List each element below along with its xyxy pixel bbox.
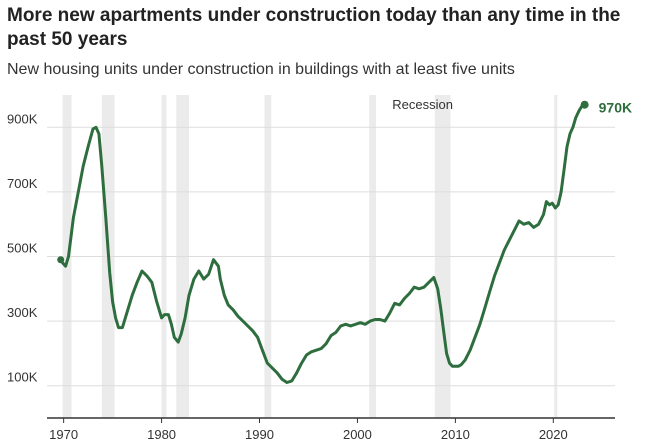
x-axis-ticks: 1970 1980 1990 2000 2010 2020 [49,418,568,442]
y-tick-label-300K: 300K [7,305,38,320]
x-tick-label-2020: 2020 [539,427,568,442]
y-tick-label-500K: 500K [7,241,38,256]
start-point-marker [57,256,65,264]
y-tick-label-700K: 700K [7,176,38,191]
chart-title: More new apartments under construction t… [7,5,621,50]
y-axis-ticks: 100K 300K 500K 700K 900K [7,111,38,384]
series-line [59,103,587,384]
chart-subtitle: New housing units under construction in … [7,61,515,78]
gridlines [47,126,615,387]
recession-label: Recession [392,97,453,112]
x-tick-label-2010: 2010 [441,427,470,442]
y-tick-label-100K: 100K [7,370,38,385]
x-tick-label-2000: 2000 [343,427,372,442]
end-value-label: 970K [599,100,632,116]
x-tick-label-1980: 1980 [147,427,176,442]
x-tick-label-1990: 1990 [245,427,274,442]
end-point-marker [580,100,589,109]
y-tick-label-900K: 900K [7,111,38,126]
x-tick-label-1970: 1970 [49,427,78,442]
